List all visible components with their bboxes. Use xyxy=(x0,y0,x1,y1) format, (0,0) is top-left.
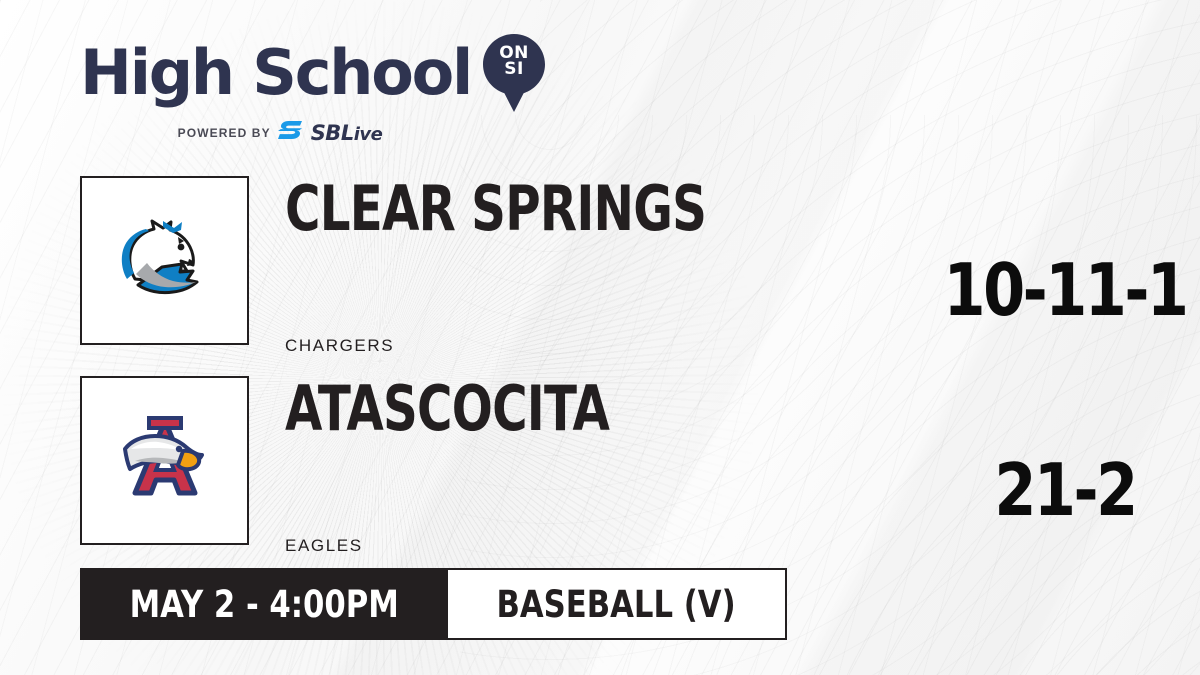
brand-lockup: High School ON SI POWERED BY SBLive xyxy=(80,33,546,145)
sblive-s-mark-icon xyxy=(277,120,304,145)
on-si-line-2: SI xyxy=(504,59,524,79)
team-mascot-home: CHARGERS xyxy=(285,336,395,355)
team-logo-box-home xyxy=(80,176,249,345)
on-si-pin-icon: ON SI xyxy=(481,33,547,113)
on-si-pin-label: ON SI xyxy=(481,43,547,79)
sblive-wordmark-main: SBL xyxy=(310,120,355,145)
team-mascot-away: EAGLES xyxy=(285,536,363,555)
game-datetime-text: MAY 2 - 4:00PM xyxy=(129,582,399,626)
game-sport-text: BASEBALL (V) xyxy=(496,582,737,626)
sblive-wordmark: SBLive xyxy=(311,121,383,145)
team-name-home: CLEAR SPRINGS xyxy=(285,172,707,245)
powered-by-row: POWERED BY SBLive xyxy=(80,120,480,145)
brand-title: High School xyxy=(80,36,473,109)
eagle-head-letter-a-icon xyxy=(122,415,204,495)
game-info-bar: MAY 2 - 4:00PM BASEBALL (V) xyxy=(80,568,787,640)
powered-by-label: POWERED BY xyxy=(177,125,271,140)
team-record-home: 10-11-1 xyxy=(943,248,1190,332)
brand-title-row: High School ON SI xyxy=(80,33,546,113)
game-sport-badge: BASEBALL (V) xyxy=(448,568,787,640)
team-logo-box-away xyxy=(80,376,249,545)
on-si-line-1: ON xyxy=(499,43,529,63)
game-datetime-badge: MAY 2 - 4:00PM xyxy=(80,568,449,640)
charger-horse-head-icon xyxy=(121,219,198,294)
team-record-away: 21-2 xyxy=(994,448,1138,532)
team-name-away: ATASCOCITA xyxy=(285,372,610,445)
sblive-wordmark-suffix: ive xyxy=(353,123,383,145)
